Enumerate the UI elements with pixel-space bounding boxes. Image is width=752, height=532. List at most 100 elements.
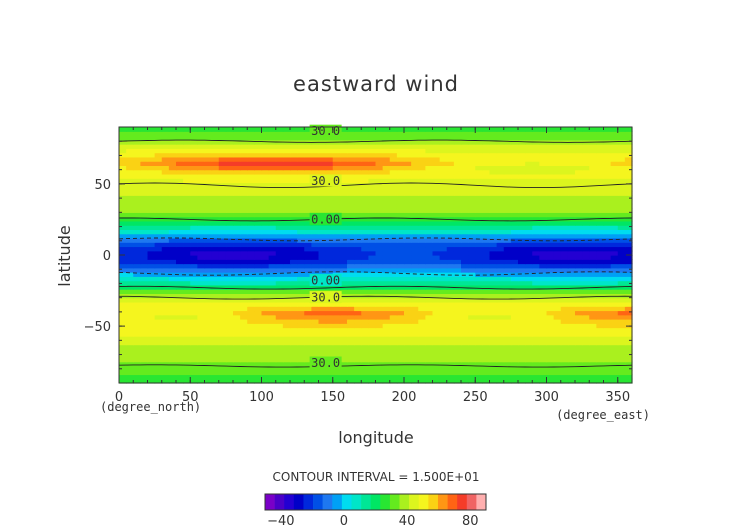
field-cell	[489, 250, 498, 256]
field-cell	[425, 148, 434, 154]
field-cell	[582, 314, 590, 320]
field-cell	[140, 361, 149, 367]
field-cell	[133, 344, 141, 350]
field-cell	[610, 319, 619, 324]
field-cell	[325, 353, 334, 358]
field-cell	[304, 365, 312, 371]
field-cell	[610, 378, 619, 384]
field-cell	[589, 191, 597, 196]
field-cell	[518, 327, 526, 333]
field-cell	[297, 148, 305, 154]
field-cell	[275, 259, 284, 265]
field-cell	[539, 165, 548, 171]
field-cell	[582, 161, 590, 166]
field-cell	[368, 280, 377, 286]
field-cell	[617, 348, 626, 354]
field-cell	[496, 156, 505, 162]
field-cell	[176, 186, 184, 192]
field-cell	[168, 336, 177, 341]
field-cell	[268, 306, 277, 312]
field-cell	[510, 199, 519, 205]
field-cell	[183, 255, 191, 260]
field-cell	[311, 246, 320, 252]
field-cell	[168, 378, 177, 384]
field-cell	[368, 131, 377, 137]
contour-label: 0.00	[311, 212, 340, 226]
field-cell	[468, 148, 476, 154]
field-cell	[304, 263, 312, 269]
field-cell	[140, 246, 149, 252]
field-cell	[261, 186, 270, 192]
field-cell	[432, 135, 441, 141]
field-cell	[133, 289, 141, 294]
field-cell	[233, 323, 241, 329]
field-cell	[503, 357, 512, 363]
field-cell	[468, 310, 476, 316]
field-cell	[176, 348, 184, 354]
field-cell	[432, 208, 441, 213]
field-cell	[304, 276, 312, 282]
field-cell	[168, 165, 177, 171]
field-cell	[503, 259, 512, 265]
field-cell	[325, 152, 334, 158]
field-cell	[411, 331, 419, 337]
field-cell	[254, 280, 263, 286]
contour-line	[118, 364, 633, 368]
field-cell	[475, 263, 483, 269]
field-cell	[539, 233, 548, 239]
field-cell	[247, 131, 255, 137]
field-cell	[332, 263, 341, 269]
field-cell	[610, 246, 619, 252]
field-cell	[375, 199, 384, 205]
field-cell	[475, 348, 483, 354]
field-cell	[261, 284, 270, 290]
field-cell	[297, 199, 305, 205]
field-cell	[140, 289, 149, 294]
field-cell	[532, 199, 540, 205]
field-cell	[582, 237, 590, 243]
field-cell	[225, 289, 234, 294]
field-cell	[204, 272, 213, 277]
field-cell	[589, 152, 597, 158]
field-cell	[389, 301, 398, 307]
field-cell	[553, 378, 562, 384]
field-cell	[347, 319, 355, 324]
field-cell	[603, 212, 612, 218]
field-cell	[147, 297, 156, 303]
field-cell	[525, 276, 533, 282]
field-cell	[254, 297, 263, 303]
field-cell	[411, 246, 419, 252]
field-cell	[176, 212, 184, 218]
field-cell	[154, 340, 163, 346]
field-cell	[567, 131, 576, 137]
field-cell	[518, 212, 526, 218]
field-cell	[168, 272, 177, 277]
field-cell	[418, 178, 426, 184]
field-cell	[482, 344, 491, 350]
field-cell	[510, 127, 519, 132]
field-cell	[617, 216, 626, 222]
field-cell	[603, 127, 612, 132]
field-cell	[154, 357, 163, 363]
field-cell	[190, 242, 198, 248]
field-cell	[168, 233, 177, 239]
field-cell	[126, 212, 134, 218]
field-cell	[482, 148, 491, 154]
contour-label-bg	[309, 356, 342, 369]
field-cell	[339, 297, 348, 303]
field-cell	[624, 297, 633, 303]
field-cell	[446, 191, 455, 196]
field-cell	[375, 306, 384, 312]
field-cell	[161, 225, 170, 230]
field-cell	[589, 361, 597, 367]
field-cell	[603, 272, 612, 277]
field-cell	[560, 199, 569, 205]
field-cell	[225, 242, 234, 248]
field-cell	[126, 199, 134, 205]
field-cell	[439, 237, 448, 243]
field-cell	[161, 301, 170, 307]
field-cell	[361, 336, 369, 341]
field-cell	[332, 255, 341, 260]
field-cell	[332, 336, 341, 341]
field-cell	[404, 178, 412, 184]
